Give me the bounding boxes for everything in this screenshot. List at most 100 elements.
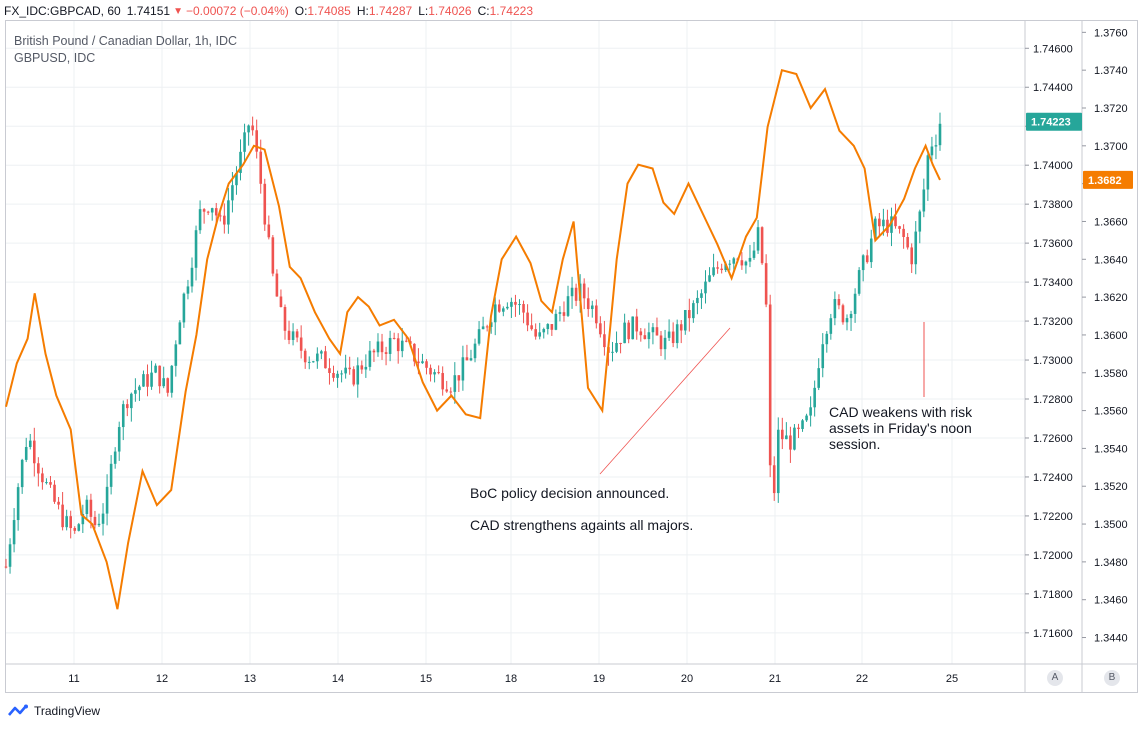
candle-body: [320, 351, 323, 354]
candlestick-series: [4, 112, 942, 574]
candle-body: [218, 215, 222, 217]
x-axis-tick-label: 19: [593, 673, 605, 685]
series-legend-compare[interactable]: GBPUSD, IDC: [14, 51, 96, 65]
low-label: L:: [418, 4, 429, 18]
candle: [275, 269, 279, 297]
open-value: 1.74085: [307, 4, 351, 18]
candle: [821, 333, 825, 378]
candle-body: [671, 331, 675, 344]
scale-button-b[interactable]: B: [1104, 670, 1120, 686]
candle-body: [138, 386, 141, 391]
candle: [481, 316, 485, 330]
candle-body: [162, 378, 165, 387]
candle: [651, 323, 655, 345]
symbol-label[interactable]: FX_IDC:GBPCAD, 60: [4, 4, 121, 18]
candle: [457, 375, 461, 392]
candle: [744, 260, 748, 274]
candle-body: [267, 224, 271, 238]
candle-body: [186, 286, 190, 294]
candle: [170, 364, 174, 398]
candle-body: [651, 327, 655, 333]
candle-body: [890, 216, 893, 233]
candle-body: [550, 324, 554, 330]
candle-body: [247, 125, 250, 133]
candle: [562, 301, 566, 322]
candle: [886, 209, 889, 237]
candle-body: [813, 387, 816, 408]
brand[interactable]: TradingView: [8, 704, 100, 718]
candle-body: [590, 305, 594, 310]
candle-body: [113, 451, 117, 464]
right-axis-tick-label: 1.3640: [1094, 254, 1128, 266]
candle-body: [73, 528, 77, 531]
candle-body: [740, 260, 744, 266]
candle: [101, 503, 105, 536]
candle: [526, 304, 529, 332]
close-label: C:: [477, 4, 490, 18]
candle-body: [647, 332, 651, 340]
left-axis-tick-label: 1.73600: [1033, 238, 1073, 250]
candle: [922, 178, 926, 218]
candle: [348, 356, 351, 375]
candle: [623, 313, 626, 344]
candle: [817, 358, 821, 391]
candle-body: [554, 313, 558, 330]
candle-body: [744, 261, 748, 266]
candle-body: [716, 267, 719, 269]
candle-body: [57, 501, 60, 505]
candle-body: [502, 308, 505, 312]
candle: [534, 323, 537, 340]
right-axis-tick-label: 1.3460: [1094, 595, 1128, 607]
candle: [797, 423, 800, 439]
candle-body: [12, 520, 16, 545]
candle: [113, 447, 117, 469]
candle: [340, 370, 343, 383]
candle: [267, 215, 271, 240]
candle: [400, 328, 404, 358]
series-legend-main[interactable]: British Pound / Canadian Dollar, 1h, IDC: [14, 34, 238, 48]
candle-body: [910, 247, 913, 265]
candle-body: [586, 298, 590, 310]
right-axis-tick-label: 1.3540: [1094, 443, 1128, 455]
candle-body: [720, 268, 723, 271]
candle-body: [69, 516, 72, 529]
candle-body: [85, 499, 89, 515]
candle-body: [198, 209, 202, 231]
candle: [603, 320, 606, 356]
candle-body: [384, 352, 388, 354]
candle-body: [635, 316, 639, 332]
candle-body: [190, 267, 194, 287]
candle: [785, 422, 788, 440]
candle: [465, 344, 469, 361]
down-arrow-icon: ▼: [173, 5, 183, 17]
candle-body: [24, 447, 28, 460]
candle-body: [534, 329, 537, 337]
candle: [477, 321, 481, 346]
scale-button-a[interactable]: A: [1047, 670, 1063, 686]
candle: [595, 299, 598, 329]
candle: [801, 419, 804, 432]
candle: [105, 474, 109, 526]
candle-body: [829, 318, 833, 334]
candle-body: [797, 427, 800, 429]
candle: [679, 319, 683, 344]
candle-body: [752, 250, 756, 258]
candle: [506, 302, 509, 310]
candle-body: [8, 544, 12, 567]
candle: [878, 212, 881, 238]
candle-body: [659, 335, 663, 350]
x-axis-tick-label: 14: [332, 673, 344, 685]
candle-body: [77, 524, 81, 531]
candle-body: [696, 297, 699, 304]
candle: [214, 202, 218, 223]
high-label: H:: [356, 4, 369, 18]
candle-body: [441, 373, 444, 390]
candle: [675, 319, 679, 349]
candle: [619, 342, 622, 354]
low-value: 1.74026: [428, 4, 472, 18]
candle: [247, 124, 250, 146]
candle-body: [510, 301, 513, 307]
candle: [210, 207, 214, 221]
candle: [841, 303, 845, 325]
